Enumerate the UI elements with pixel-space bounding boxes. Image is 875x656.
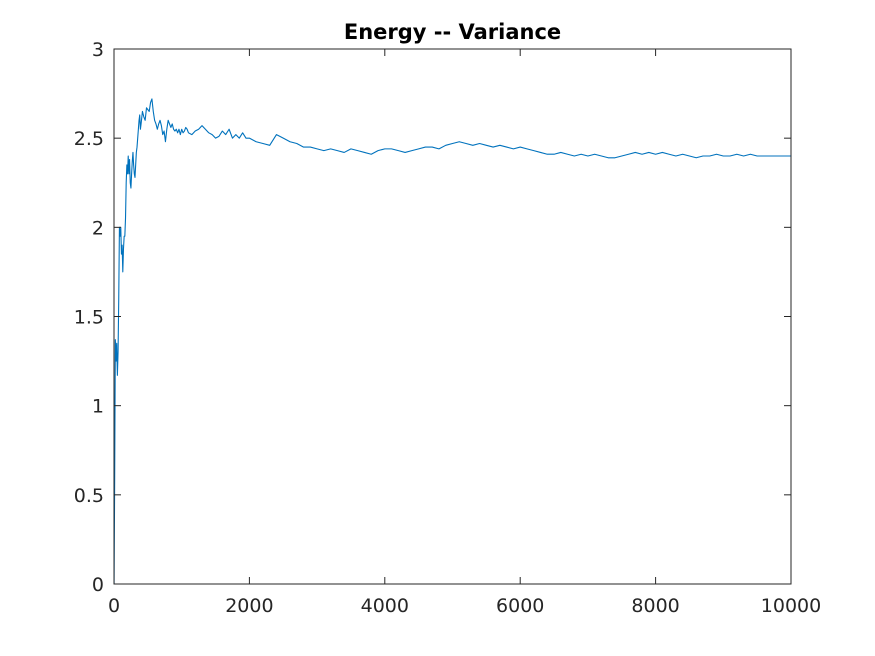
series-layer bbox=[113, 98, 791, 585]
x-tick-label: 0 bbox=[108, 595, 120, 617]
y-tick-label: 2 bbox=[92, 217, 104, 239]
x-tick-label: 8000 bbox=[631, 595, 679, 617]
x-tick-label: 4000 bbox=[361, 595, 409, 617]
y-tick-label: 2.5 bbox=[74, 128, 104, 150]
x-tick-label: 10000 bbox=[761, 595, 821, 617]
y-tick-label: 3 bbox=[92, 39, 104, 61]
y-tick-label: 1.5 bbox=[74, 307, 104, 329]
y-tick-label: 0 bbox=[92, 574, 104, 596]
chart-title: Energy -- Variance bbox=[344, 20, 561, 44]
axes-box bbox=[113, 48, 792, 585]
y-tick-label: 0.5 bbox=[74, 485, 104, 507]
x-tick-label: 6000 bbox=[496, 595, 544, 617]
plot-area bbox=[114, 49, 791, 584]
y-tick-label: 1 bbox=[92, 396, 104, 418]
labels-layer: 0 2000 4000 6000 8000 10000 0 0.5 1 1.5 2 2.5 3 bbox=[74, 39, 821, 617]
x-tick-label: 2000 bbox=[225, 595, 273, 617]
series-line-1 bbox=[113, 98, 791, 585]
